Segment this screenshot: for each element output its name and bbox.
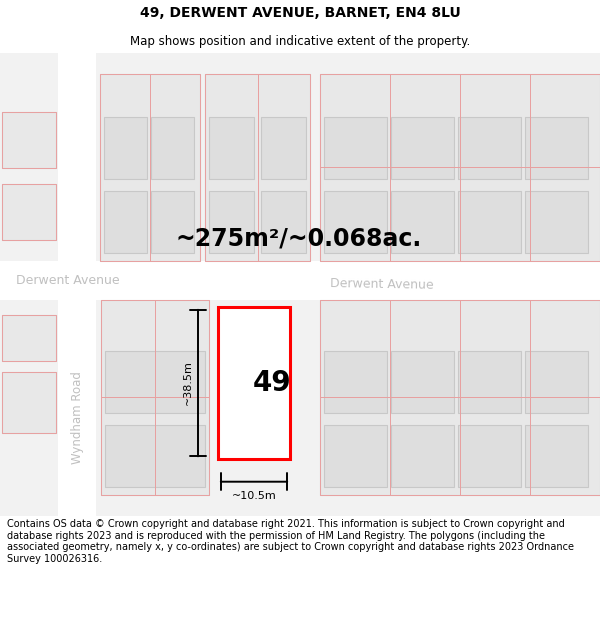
Bar bbox=[530, 168, 600, 261]
Bar bbox=[525, 191, 588, 253]
Bar bbox=[390, 300, 460, 398]
Bar bbox=[460, 74, 530, 168]
Bar bbox=[320, 300, 600, 495]
Bar bbox=[261, 191, 306, 253]
Bar bbox=[2, 315, 56, 361]
Bar bbox=[2, 112, 56, 168]
Bar bbox=[391, 191, 454, 253]
Bar bbox=[155, 300, 209, 398]
Bar bbox=[391, 425, 454, 487]
Bar bbox=[151, 117, 194, 179]
Bar bbox=[320, 74, 600, 261]
Text: 49: 49 bbox=[253, 369, 292, 397]
Bar bbox=[261, 117, 306, 179]
Bar bbox=[324, 351, 387, 413]
Text: ~38.5m: ~38.5m bbox=[183, 361, 193, 406]
Bar bbox=[460, 168, 530, 261]
Bar bbox=[390, 398, 460, 495]
Bar bbox=[205, 74, 310, 261]
Text: 49, DERWENT AVENUE, BARNET, EN4 8LU: 49, DERWENT AVENUE, BARNET, EN4 8LU bbox=[140, 6, 460, 20]
Bar bbox=[105, 351, 205, 413]
Bar bbox=[104, 191, 147, 253]
Bar bbox=[209, 117, 254, 179]
Bar bbox=[525, 351, 588, 413]
Text: Derwent Avenue: Derwent Avenue bbox=[330, 277, 434, 292]
Bar bbox=[390, 74, 460, 168]
Bar bbox=[104, 117, 147, 179]
Bar bbox=[150, 74, 200, 261]
Bar bbox=[391, 117, 454, 179]
Bar bbox=[391, 351, 454, 413]
Text: Derwent Avenue: Derwent Avenue bbox=[16, 274, 119, 287]
Bar bbox=[320, 398, 390, 495]
Bar bbox=[458, 117, 521, 179]
Bar bbox=[205, 74, 257, 261]
Bar bbox=[320, 168, 390, 261]
Bar bbox=[2, 372, 56, 433]
Bar bbox=[58, 53, 96, 516]
Bar bbox=[101, 398, 155, 495]
Bar bbox=[324, 117, 387, 179]
Bar bbox=[530, 74, 600, 168]
Bar bbox=[324, 191, 387, 253]
Text: ~275m²/~0.068ac.: ~275m²/~0.068ac. bbox=[175, 226, 421, 251]
Bar bbox=[460, 300, 530, 398]
Bar bbox=[530, 398, 600, 495]
Bar bbox=[2, 372, 56, 433]
Bar bbox=[2, 112, 56, 168]
Bar bbox=[155, 398, 209, 495]
Bar bbox=[100, 74, 150, 261]
Bar bbox=[101, 300, 209, 495]
Bar bbox=[209, 191, 254, 253]
Bar bbox=[324, 425, 387, 487]
Bar bbox=[458, 425, 521, 487]
Bar bbox=[320, 74, 390, 168]
Bar bbox=[0, 261, 600, 300]
Bar bbox=[2, 315, 56, 361]
Bar bbox=[458, 351, 521, 413]
Bar bbox=[257, 74, 310, 261]
Bar bbox=[2, 184, 56, 240]
Bar bbox=[151, 191, 194, 253]
Text: ~10.5m: ~10.5m bbox=[232, 491, 277, 501]
Bar bbox=[530, 300, 600, 398]
Bar bbox=[2, 184, 56, 240]
Text: Map shows position and indicative extent of the property.: Map shows position and indicative extent… bbox=[130, 35, 470, 48]
Bar bbox=[525, 425, 588, 487]
Bar bbox=[218, 307, 290, 459]
Bar bbox=[320, 300, 390, 398]
Bar bbox=[390, 168, 460, 261]
Bar bbox=[105, 425, 205, 487]
Bar bbox=[101, 300, 155, 398]
Text: Wyndham Road: Wyndham Road bbox=[71, 371, 83, 464]
Bar bbox=[525, 117, 588, 179]
Text: Contains OS data © Crown copyright and database right 2021. This information is : Contains OS data © Crown copyright and d… bbox=[7, 519, 574, 564]
Bar bbox=[458, 191, 521, 253]
Bar bbox=[460, 398, 530, 495]
Bar bbox=[100, 74, 200, 261]
